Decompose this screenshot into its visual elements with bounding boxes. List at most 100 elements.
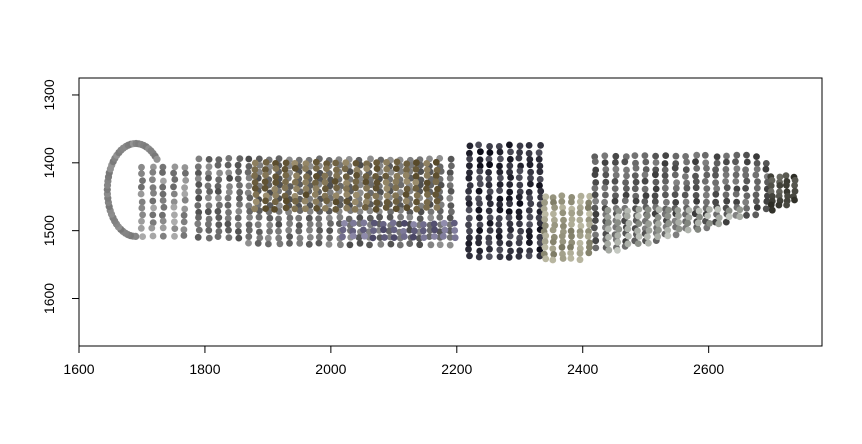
data-point xyxy=(612,152,620,160)
data-point xyxy=(413,159,420,167)
data-point xyxy=(591,158,599,166)
data-point xyxy=(451,234,459,242)
data-point xyxy=(486,149,494,157)
data-point xyxy=(235,168,243,176)
data-point xyxy=(272,173,280,181)
data-point xyxy=(251,185,259,192)
data-point xyxy=(451,227,459,234)
data-point xyxy=(423,166,431,174)
data-point xyxy=(195,194,203,202)
data-point xyxy=(576,249,584,257)
data-point xyxy=(149,197,157,205)
data-point xyxy=(447,187,455,195)
data-point xyxy=(496,181,504,188)
data-point xyxy=(475,141,482,149)
data-point xyxy=(476,221,484,229)
data-point xyxy=(332,198,340,206)
data-point xyxy=(527,168,534,176)
data-point xyxy=(712,179,719,187)
data-point xyxy=(568,216,576,223)
data-point xyxy=(420,234,428,242)
data-point xyxy=(515,174,523,182)
data-point xyxy=(296,239,304,247)
data-point xyxy=(496,168,504,176)
data-point xyxy=(282,172,290,179)
data-point xyxy=(386,213,394,221)
data-point xyxy=(372,205,380,213)
data-point xyxy=(291,178,299,186)
data-point xyxy=(342,159,350,167)
data-point xyxy=(392,178,400,186)
data-point xyxy=(645,220,652,228)
data-point xyxy=(505,240,513,248)
data-point xyxy=(251,172,258,180)
data-point xyxy=(431,226,438,234)
data-point xyxy=(621,158,629,166)
data-point xyxy=(584,233,592,240)
data-point xyxy=(363,160,370,168)
data-point xyxy=(672,152,680,160)
data-point xyxy=(150,163,157,171)
data-point xyxy=(584,204,592,212)
data-point xyxy=(526,221,533,228)
data-point xyxy=(332,206,340,213)
data-point xyxy=(505,208,513,216)
data-point xyxy=(275,227,282,235)
data-point xyxy=(559,255,567,262)
data-point xyxy=(476,214,483,222)
data-point xyxy=(266,214,274,222)
data-point xyxy=(383,198,391,206)
data-point xyxy=(662,178,669,185)
data-point xyxy=(526,194,534,202)
data-point xyxy=(366,241,373,249)
data-point xyxy=(236,201,243,208)
data-point xyxy=(362,178,370,186)
data-point xyxy=(302,205,309,213)
data-point xyxy=(692,172,699,180)
data-point xyxy=(426,233,433,241)
data-point xyxy=(295,214,303,222)
data-point xyxy=(206,188,214,195)
data-point xyxy=(234,175,242,183)
data-point xyxy=(577,192,585,200)
data-point xyxy=(392,198,400,206)
data-point xyxy=(526,161,534,169)
data-point xyxy=(675,212,682,220)
data-point xyxy=(527,174,534,182)
data-point xyxy=(170,203,178,211)
y-tick-label: 1500 xyxy=(41,215,57,246)
data-point xyxy=(194,233,202,241)
data-point xyxy=(315,215,323,223)
data-point xyxy=(402,172,410,179)
data-point xyxy=(661,160,669,167)
data-point xyxy=(436,213,444,221)
data-point xyxy=(341,165,349,173)
data-point xyxy=(302,165,309,173)
data-point xyxy=(466,149,473,157)
data-point xyxy=(550,251,558,258)
data-point xyxy=(540,205,548,213)
data-point xyxy=(549,238,557,246)
data-point xyxy=(602,171,610,179)
data-point xyxy=(331,178,339,185)
data-point xyxy=(654,220,662,228)
data-point xyxy=(652,178,660,186)
data-point xyxy=(363,184,370,192)
data-point xyxy=(696,213,703,221)
data-point xyxy=(214,233,222,241)
data-point xyxy=(634,240,642,248)
data-point xyxy=(373,179,381,187)
data-point xyxy=(604,206,612,214)
data-point xyxy=(427,241,435,249)
data-point xyxy=(742,185,749,192)
data-point xyxy=(712,190,720,198)
data-point xyxy=(602,178,610,186)
data-point xyxy=(466,234,473,242)
data-point xyxy=(139,211,147,219)
data-point xyxy=(767,201,775,209)
data-point xyxy=(214,182,222,190)
data-point xyxy=(352,184,359,192)
data-point xyxy=(138,163,145,171)
data-point xyxy=(282,159,290,167)
